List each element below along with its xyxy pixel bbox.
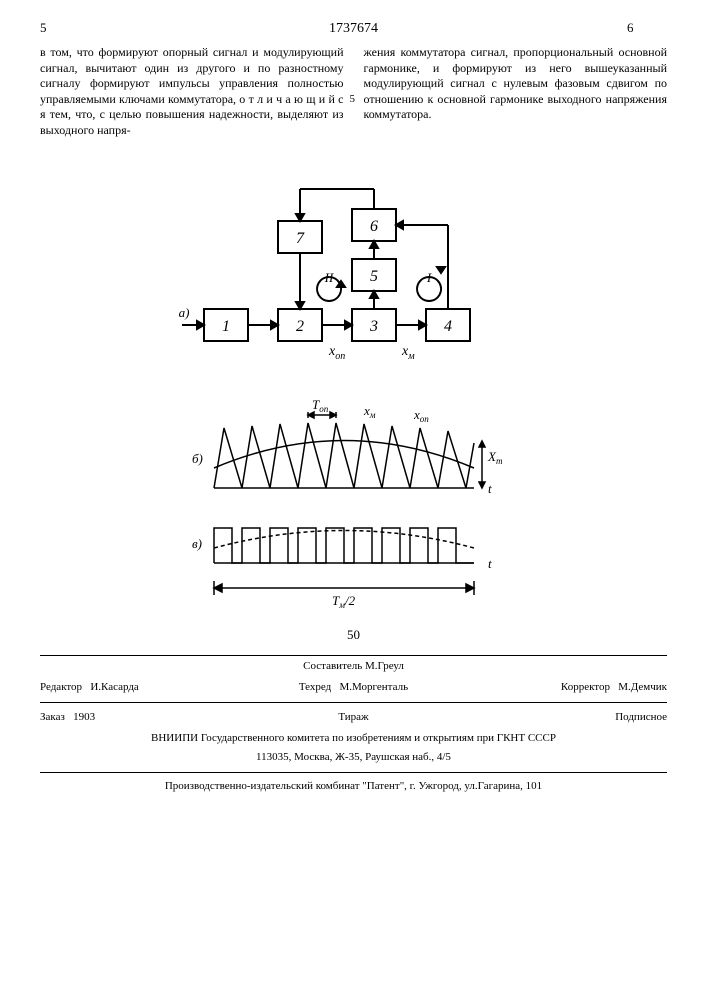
subscription: Подписное xyxy=(615,711,667,723)
footer: Составитель М.Греул Редактор И.Касарда Т… xyxy=(40,655,667,796)
panel-a-label: а) xyxy=(178,305,189,320)
address-line: 113035, Москва, Ж-35, Раушская наб., 4/5 xyxy=(40,748,667,767)
svg-text:xоп: xоп xyxy=(328,344,345,362)
editor-label: Редактор xyxy=(40,681,82,693)
block-3-label: 3 xyxy=(369,318,378,335)
svg-text:xм: xм xyxy=(363,403,376,420)
circulation-label: Тираж xyxy=(338,711,368,723)
line-marker: 5 xyxy=(350,92,356,106)
page-number: 50 xyxy=(40,627,667,643)
loop-1-label: I xyxy=(425,270,431,285)
tech-label: Техред xyxy=(299,681,331,693)
loop-2-label: II xyxy=(323,270,333,285)
patent-number: 1737674 xyxy=(329,21,378,37)
tech-name: М.Моргенталь xyxy=(340,681,409,693)
column-text: жения коммутатора сигнал, пропорциональн… xyxy=(364,45,668,121)
svg-text:Tм/2: Tм/2 xyxy=(332,593,356,610)
compiler-name: М.Греул xyxy=(365,660,404,672)
block-1-label: 1 xyxy=(222,318,230,335)
publisher-line: Производственно-издательский комбинат "П… xyxy=(40,777,667,796)
block-6-label: 6 xyxy=(370,218,378,235)
block-7-label: 7 xyxy=(296,230,305,247)
svg-text:t: t xyxy=(488,481,492,496)
block-5-label: 5 xyxy=(370,268,378,285)
corrector-label: Корректор xyxy=(561,681,610,693)
right-column: 5 жения коммутатора сигнал, пропорционал… xyxy=(364,45,668,139)
compiler-label: Составитель xyxy=(303,660,362,672)
order-label: Заказ xyxy=(40,711,65,723)
page-col-left: 5 xyxy=(40,20,80,36)
corrector-name: М.Демчик xyxy=(618,681,667,693)
svg-text:Tоп: Tоп xyxy=(312,397,329,414)
panel-c-label: в) xyxy=(192,536,202,551)
block-4-label: 4 xyxy=(444,318,452,335)
svg-text:xоп: xоп xyxy=(413,407,429,424)
svg-text:xм: xм xyxy=(401,344,415,362)
panel-b-label: б) xyxy=(192,451,203,466)
svg-text:Xm: Xm xyxy=(487,449,503,466)
page-col-right: 6 xyxy=(627,20,667,36)
org-line: ВНИИПИ Государственного комитета по изоб… xyxy=(40,729,667,748)
column-text: в том, что формируют опорный сигнал и мо… xyxy=(40,45,344,137)
waveform-diagram: б) в) Tоп xм xоп Xm t t Tм/2 xyxy=(174,393,534,617)
order-num: 1903 xyxy=(73,711,95,723)
page-header: 5 1737674 6 xyxy=(40,20,667,37)
svg-text:t: t xyxy=(488,556,492,571)
block-diagram: 1 2 3 4 5 6 7 I II а) xоп xм xyxy=(174,159,534,373)
editor-name: И.Касарда xyxy=(90,681,139,693)
left-column: в том, что формируют опорный сигнал и мо… xyxy=(40,45,344,139)
text-columns: в том, что формируют опорный сигнал и мо… xyxy=(40,45,667,139)
block-2-label: 2 xyxy=(296,318,304,335)
